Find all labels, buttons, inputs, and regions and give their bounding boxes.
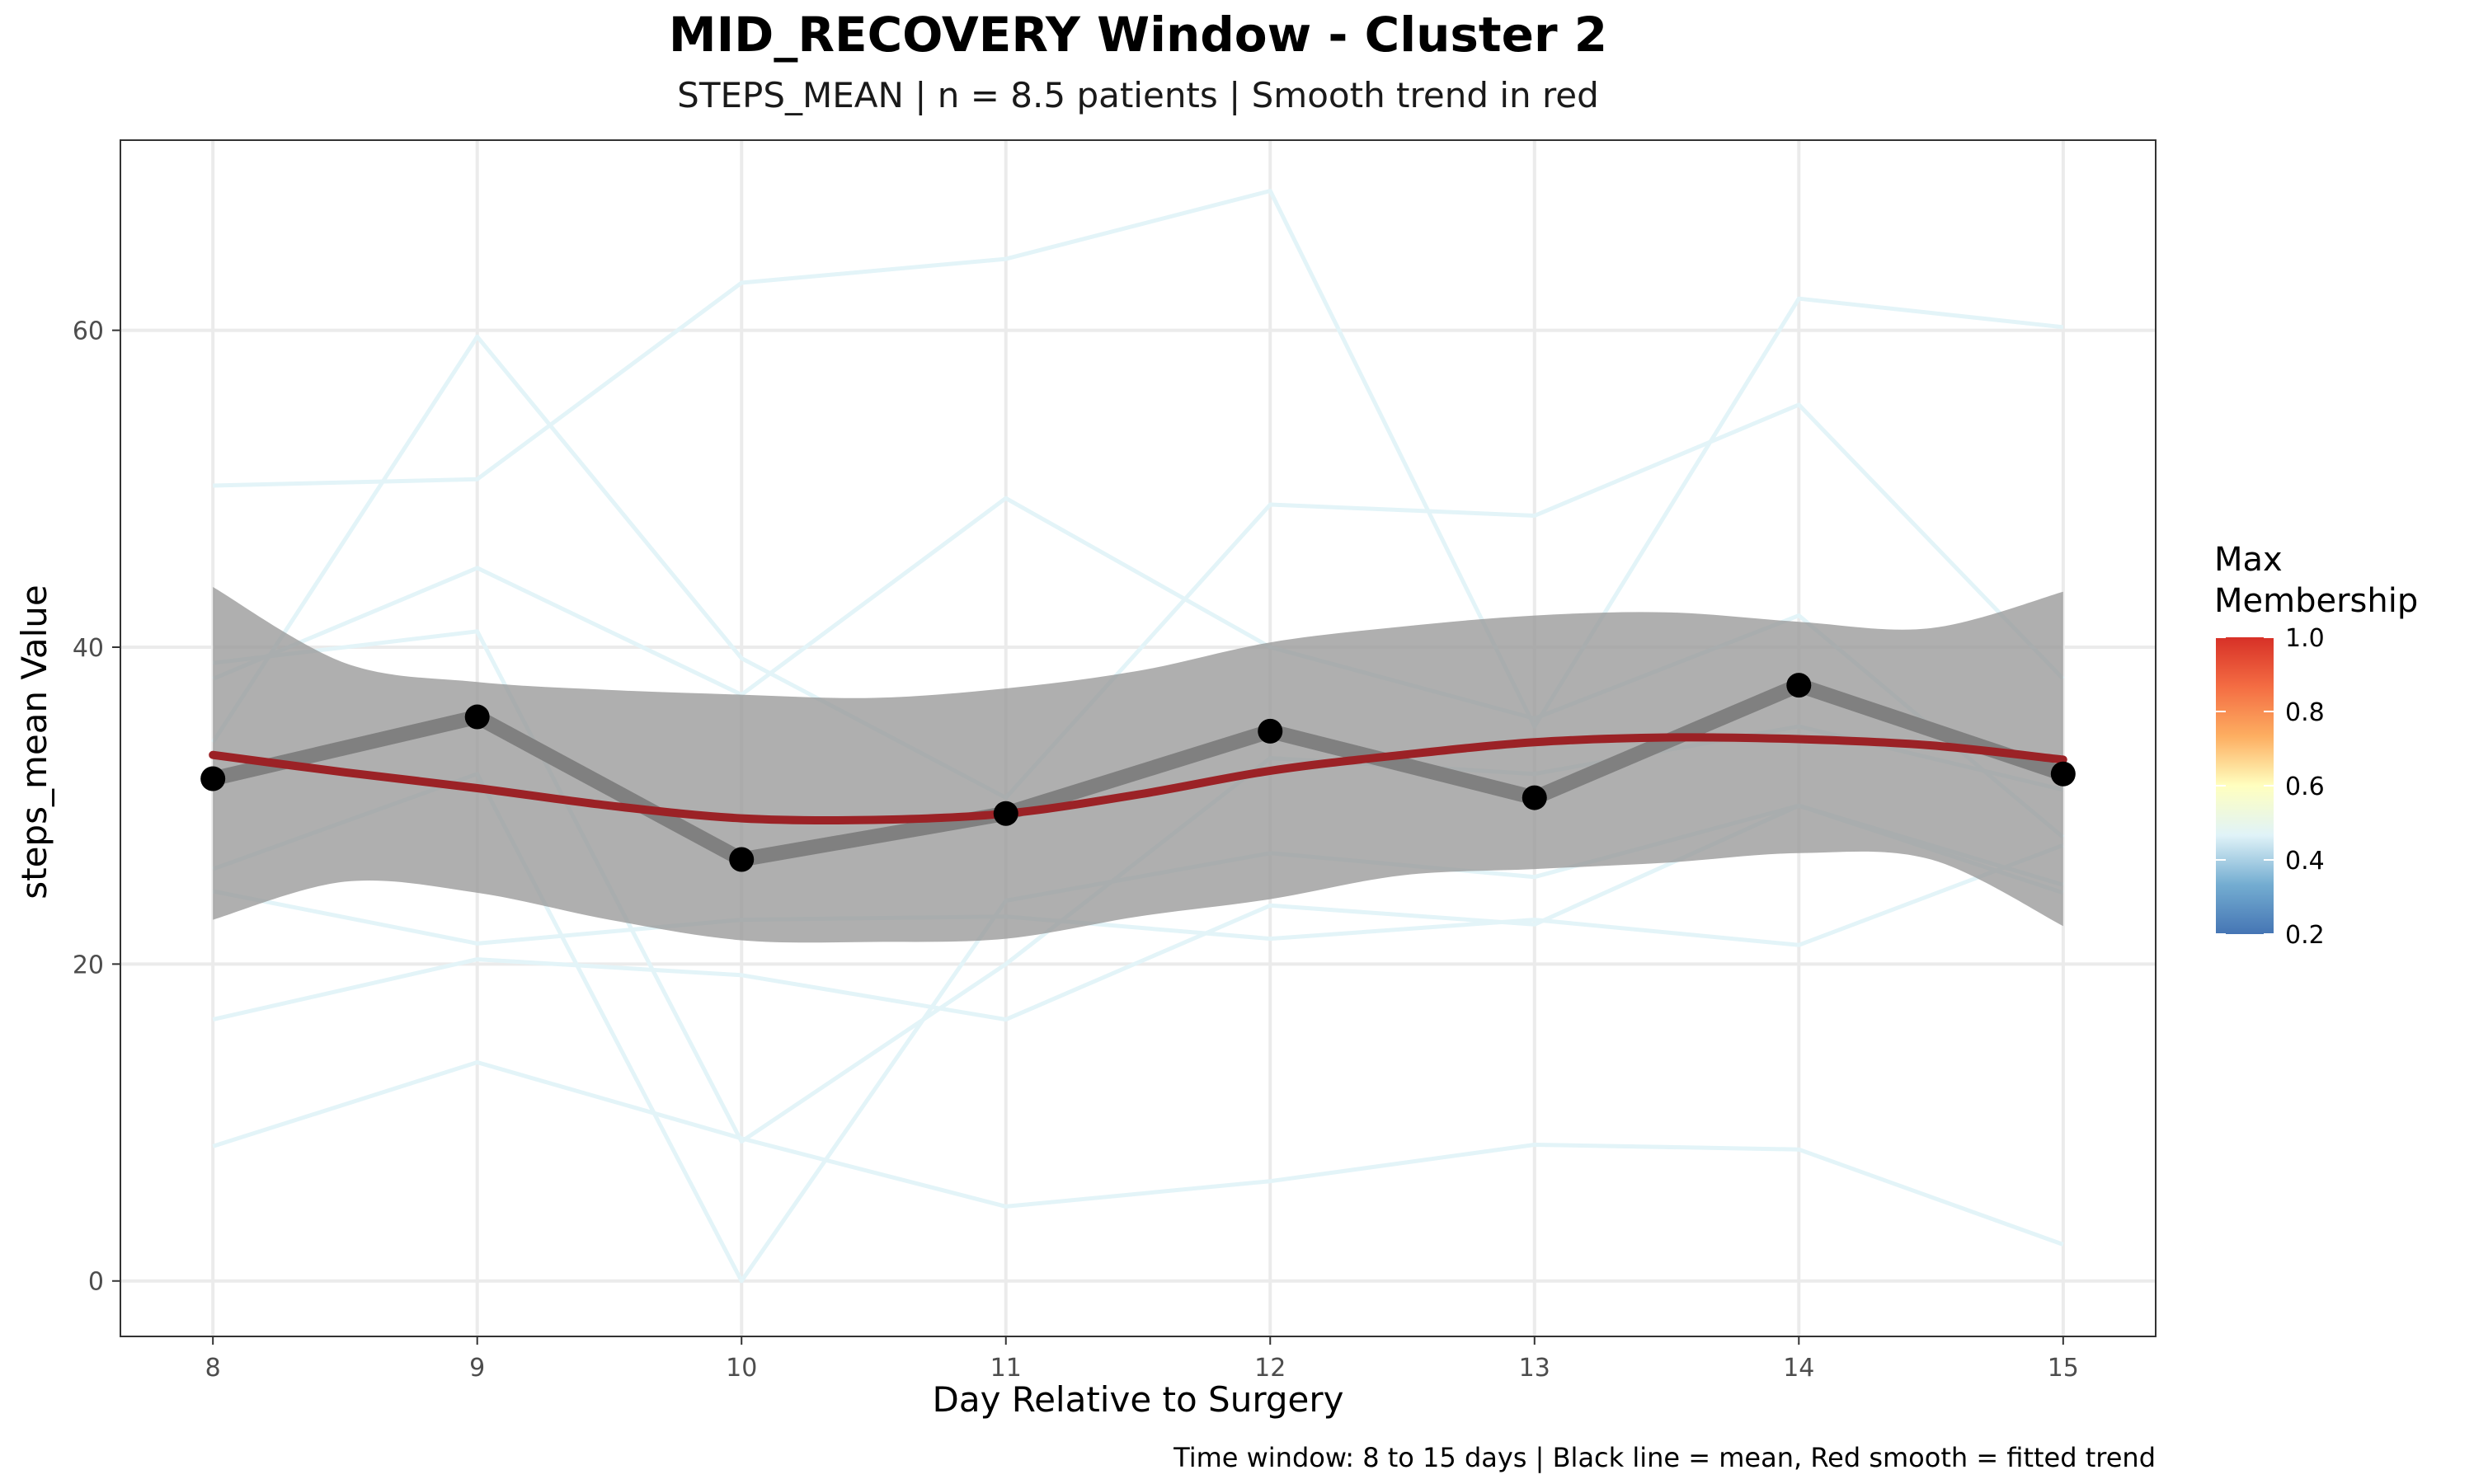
y-axis-title: steps_mean Value xyxy=(14,585,54,899)
legend-tick-label-0.2: 0.2 xyxy=(2285,921,2325,950)
y-tick-label-0: 0 xyxy=(88,1268,104,1297)
mean-point-day-11 xyxy=(993,801,1018,826)
legend-tick-label-0.6: 0.6 xyxy=(2285,773,2325,801)
mean-points xyxy=(200,673,2076,872)
smooth-line xyxy=(209,733,2067,825)
y-tick-label-40: 40 xyxy=(73,634,104,663)
y-tick-label-20: 20 xyxy=(73,951,104,979)
x-axis-ticks: 8 9 10 11 12 13 14 15 xyxy=(205,1336,2079,1383)
individual-line-2 xyxy=(211,334,2065,801)
legend-title-line-1: Max xyxy=(2214,541,2283,579)
individual-line-6 xyxy=(212,1060,2064,1247)
legend-tick-label-0.4: 0.4 xyxy=(2285,847,2325,876)
panel-border xyxy=(120,139,2157,1337)
y-axis-ticks: 0 20 40 60 xyxy=(73,317,120,1297)
mean-point-day-10 xyxy=(729,847,755,872)
y-tick-label-60: 60 xyxy=(73,317,104,346)
x-tick-label-10: 10 xyxy=(726,1354,757,1383)
legend-tick-label-1.0: 1.0 xyxy=(2285,624,2325,653)
mean-point-day-12 xyxy=(1258,718,1283,744)
x-tick-label-14: 14 xyxy=(1783,1354,1814,1383)
mean-line xyxy=(205,678,2071,867)
plot-panel xyxy=(120,139,2157,1337)
x-tick-label-11: 11 xyxy=(990,1354,1022,1383)
individual-line-4 xyxy=(212,843,2064,947)
individual-line-1 xyxy=(213,189,2064,729)
legend-title-line-2: Membership xyxy=(2214,582,2418,620)
mean-point-day-13 xyxy=(1522,785,1547,810)
chart-title: MID_RECOVERY Window - Cluster 2 xyxy=(669,7,1607,63)
mean-series xyxy=(205,678,2071,867)
mean-point-day-15 xyxy=(2050,761,2076,787)
x-tick-label-13: 13 xyxy=(1519,1354,1550,1383)
chart-subtitle: STEPS_MEAN | n = 8.5 patients | Smooth t… xyxy=(677,75,1599,115)
mean-point-day-14 xyxy=(1786,673,1812,698)
x-tick-label-15: 15 xyxy=(2048,1354,2079,1383)
legend: Max Membership 0.2 0.4 0.6 0.8 1.0 xyxy=(2214,541,2418,950)
x-axis-title: Day Relative to Surgery xyxy=(933,1379,1344,1420)
chart-caption: Time window: 8 to 15 days | Black line =… xyxy=(1173,1442,2156,1473)
x-tick-label-9: 9 xyxy=(469,1354,485,1383)
x-tick-label-12: 12 xyxy=(1254,1354,1286,1383)
mean-point-day-9 xyxy=(464,704,490,730)
legend-tick-label-0.8: 0.8 xyxy=(2285,698,2325,727)
mean-point-day-8 xyxy=(200,766,226,791)
legend-ticks: 0.2 0.4 0.6 0.8 1.0 xyxy=(2216,624,2325,950)
x-tick-label-8: 8 xyxy=(205,1354,221,1383)
smooth-trend xyxy=(209,733,2067,825)
